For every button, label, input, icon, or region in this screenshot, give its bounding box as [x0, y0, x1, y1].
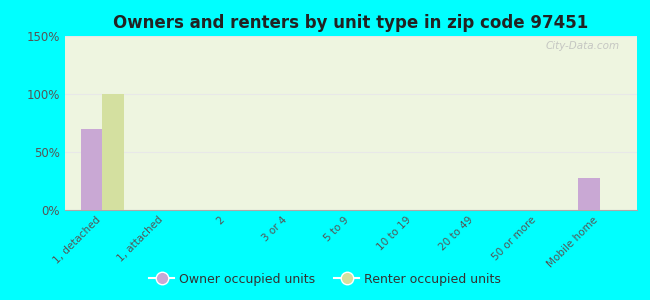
- Legend: Owner occupied units, Renter occupied units: Owner occupied units, Renter occupied un…: [144, 268, 506, 291]
- Bar: [102, 94, 124, 210]
- Text: City-Data.com: City-Data.com: [546, 41, 620, 51]
- Title: Owners and renters by unit type in zip code 97451: Owners and renters by unit type in zip c…: [113, 14, 589, 32]
- Bar: [81, 129, 102, 210]
- Bar: [578, 178, 600, 210]
